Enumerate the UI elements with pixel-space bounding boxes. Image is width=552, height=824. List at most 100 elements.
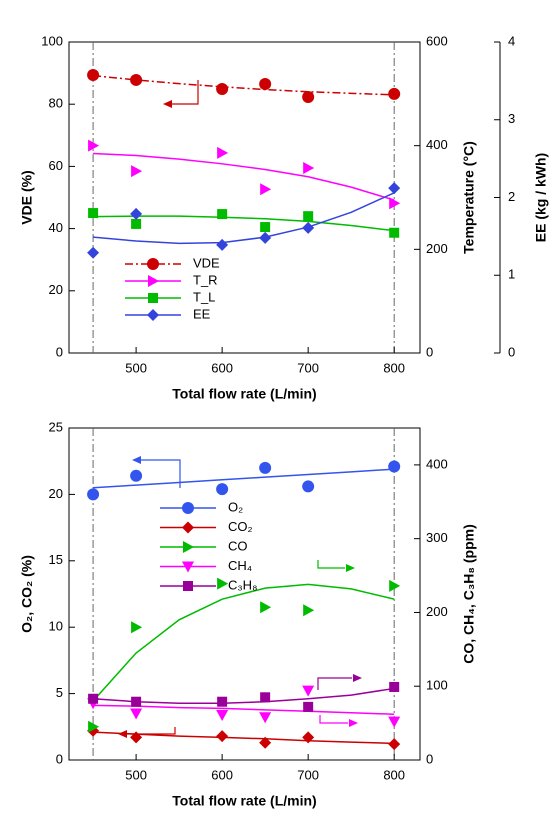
y-tick-label: 10 — [49, 619, 63, 634]
data-point — [217, 209, 228, 220]
data-point — [302, 685, 315, 697]
data-point — [389, 227, 400, 238]
data-point — [217, 146, 229, 159]
data-point — [388, 87, 401, 100]
data-point — [388, 182, 401, 195]
fit-line — [92, 583, 395, 702]
data-point — [88, 208, 99, 219]
legend-marker — [148, 275, 159, 287]
x-tick-label: 600 — [211, 360, 233, 375]
y-tick-label: 15 — [49, 552, 63, 567]
y3-tick-label: 1 — [508, 267, 515, 282]
y3-tick-label: 0 — [508, 344, 515, 359]
x-axis-label: Total flow rate (L/min) — [172, 386, 316, 402]
y-axis-label: O₂, CO₂ (%) — [19, 555, 35, 633]
y3-tick-label: 2 — [508, 189, 515, 204]
legend-label: VDE — [193, 255, 220, 270]
data-point — [217, 696, 228, 707]
legend-marker — [148, 293, 158, 303]
data-point — [130, 469, 143, 482]
data-point — [302, 221, 315, 234]
data-point — [216, 483, 229, 496]
data-point — [302, 731, 315, 744]
data-point — [388, 460, 401, 473]
x-tick-label: 600 — [211, 767, 233, 782]
y2-tick-label: 0 — [426, 751, 433, 766]
data-point — [216, 709, 229, 721]
y2-tick-label: 200 — [426, 604, 448, 619]
data-point — [130, 73, 143, 86]
legend-marker — [147, 309, 159, 321]
data-point — [87, 488, 100, 501]
data-point — [302, 480, 315, 493]
x-tick-label: 700 — [297, 360, 319, 375]
data-point — [130, 731, 143, 744]
y3-tick-label: 3 — [508, 111, 515, 126]
legend-marker — [182, 521, 194, 534]
y2-tick-label: 0 — [426, 344, 433, 359]
legend-marker — [183, 541, 194, 553]
data-point — [260, 183, 272, 196]
data-point — [259, 77, 272, 90]
y2-tick-label: 200 — [426, 241, 448, 256]
y2-tick-label: 600 — [426, 33, 448, 48]
y3-tick-label: 4 — [508, 33, 515, 48]
fit-line — [93, 215, 395, 232]
data-point — [216, 730, 229, 743]
data-point — [130, 207, 143, 220]
y-tick-label: 20 — [49, 282, 63, 297]
data-point — [259, 712, 272, 724]
legend-marker — [182, 561, 194, 573]
y-tick-label: 25 — [49, 419, 63, 434]
legend-label: CH₄ — [228, 558, 252, 573]
plot-frame — [68, 41, 421, 354]
data-point — [87, 246, 100, 259]
y-tick-label: 80 — [49, 96, 63, 111]
data-point — [303, 211, 314, 222]
data-point — [88, 693, 99, 704]
data-point — [259, 461, 272, 474]
y-axis-label: VDE (%) — [19, 170, 35, 224]
legend-label: T_R — [193, 272, 218, 287]
y-tick-label: 0 — [56, 344, 63, 359]
x-axis-label: Total flow rate (L/min) — [172, 793, 316, 809]
data-point — [259, 736, 272, 749]
x-tick-label: 800 — [383, 360, 405, 375]
data-point — [303, 161, 315, 174]
data-point — [388, 738, 401, 751]
legend-label: T_L — [193, 289, 215, 304]
x-tick-label: 700 — [297, 767, 319, 782]
fit-line — [93, 687, 395, 704]
x-tick-label: 500 — [125, 360, 147, 375]
x-tick-label: 500 — [125, 767, 147, 782]
data-point — [302, 91, 315, 104]
data-point — [131, 218, 142, 229]
data-point — [87, 68, 100, 81]
legend-label: EE — [193, 306, 211, 321]
y-tick-label: 40 — [49, 220, 63, 235]
fit-line — [93, 74, 395, 96]
fit-line — [93, 192, 395, 245]
data-point — [303, 604, 315, 617]
legend-marker — [183, 581, 193, 591]
data-point — [88, 720, 100, 733]
y2-tick-label: 400 — [426, 137, 448, 152]
legend-marker — [147, 258, 159, 270]
data-point — [131, 696, 142, 707]
y-tick-label: 60 — [49, 158, 63, 173]
fit-line — [93, 152, 395, 201]
data-point — [131, 621, 143, 634]
x-tick-label: 800 — [383, 767, 405, 782]
y2-axis-label: Temperature (°C) — [461, 141, 477, 254]
y-tick-label: 100 — [41, 33, 63, 48]
y2-tick-label: 100 — [426, 678, 448, 693]
data-point — [260, 222, 271, 233]
legend-label: O₂ — [228, 499, 243, 514]
y2-tick-label: 400 — [426, 456, 448, 471]
data-point — [303, 701, 314, 712]
legend-label: C₃H₈ — [228, 577, 257, 592]
data-point — [131, 165, 143, 178]
y-tick-label: 20 — [49, 486, 63, 501]
